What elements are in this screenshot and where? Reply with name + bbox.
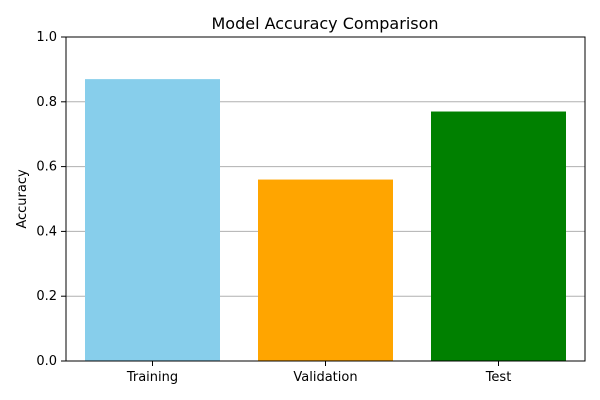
x-tick-label: Validation [293, 370, 357, 385]
chart-title: Model Accuracy Comparison [211, 14, 438, 33]
y-tick-label: 0.8 [36, 95, 57, 110]
bar-validation [258, 179, 393, 361]
x-tick-label: Test [485, 370, 512, 385]
bar-test [431, 111, 566, 362]
y-tick-label: 0.2 [36, 289, 57, 304]
x-axis-ticks: Training Validation Test [126, 361, 511, 385]
y-tick-label: 0.4 [36, 224, 57, 239]
y-tick-label: 0.6 [36, 160, 57, 175]
y-axis-label: Accuracy [15, 169, 30, 229]
bar-training [85, 79, 220, 362]
x-tick-label: Training [126, 370, 178, 385]
y-tick-label: 0.0 [36, 354, 57, 369]
axes-frame [65, 36, 586, 362]
y-tick-label: 1.0 [36, 30, 57, 45]
bars [85, 79, 566, 362]
y-axis-ticks: 0.0 0.2 0.4 0.6 0.8 1.0 [36, 30, 66, 369]
